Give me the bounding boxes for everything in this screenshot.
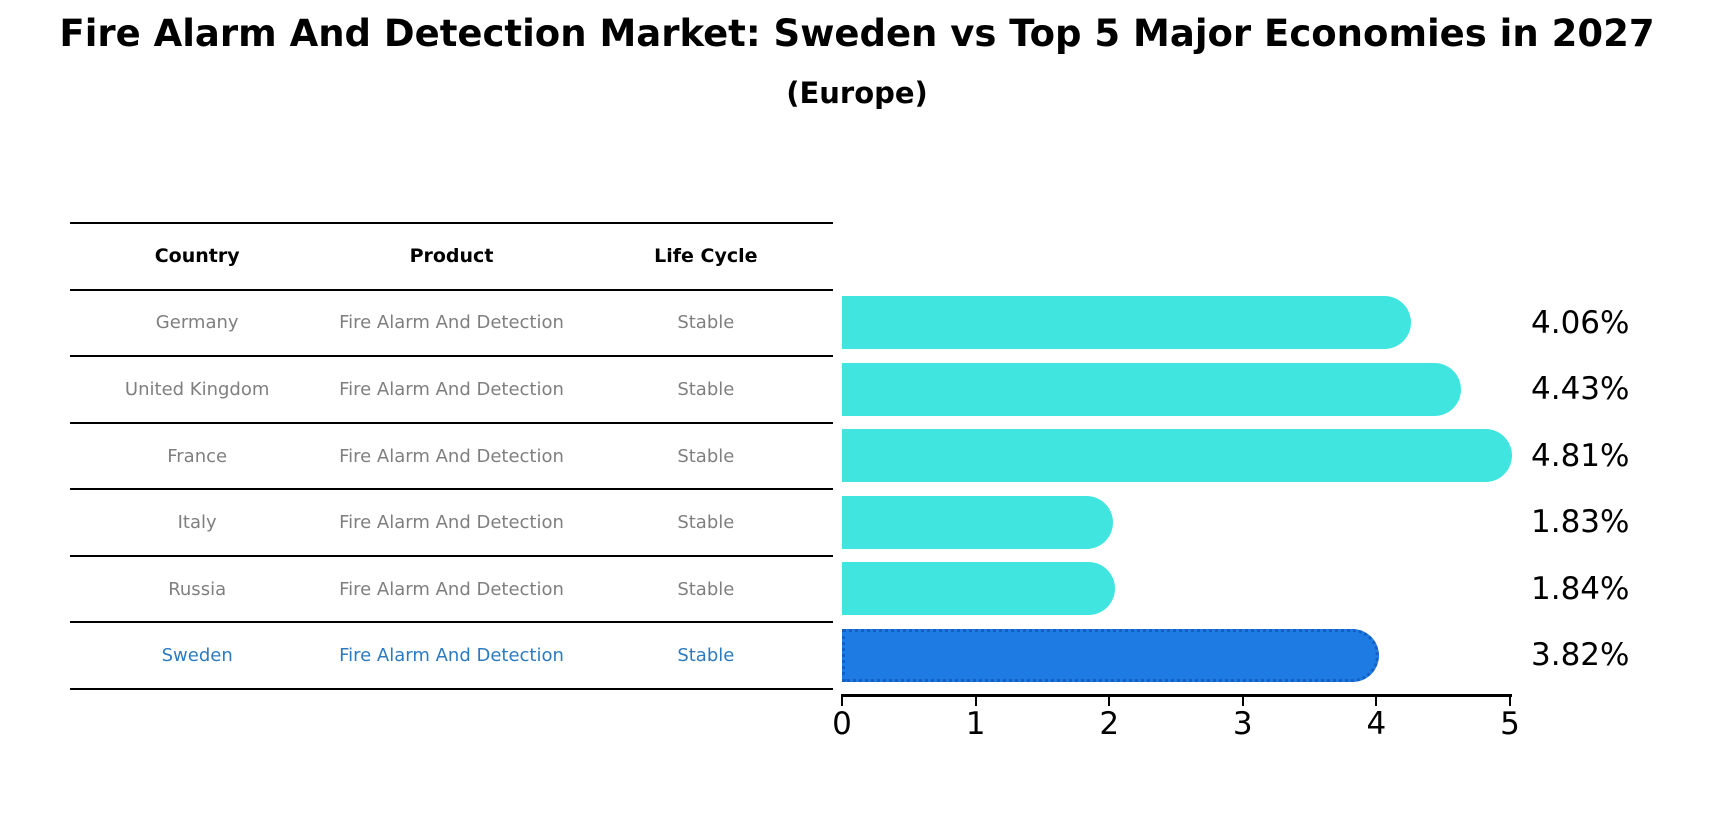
x-axis-tick-label: 2 [1099, 706, 1120, 742]
x-axis-tick [841, 697, 843, 706]
row-country-cell: France [167, 445, 228, 467]
header-cell-country: Country [154, 245, 240, 268]
row-lifecycle-cell: Stable [677, 578, 735, 600]
x-axis-tick-label: 0 [832, 706, 852, 742]
x-axis-tick [1108, 697, 1111, 706]
table-header-row: Country Product Life Cycle [70, 222, 833, 289]
page-title: Fire Alarm And Detection Market: Sweden … [59, 12, 1655, 55]
data-table: Country Product Life Cycle Germany Fire … [70, 222, 833, 690]
x-axis-tick [1241, 697, 1244, 706]
bar-united-kingdom [842, 362, 1461, 416]
table-row: France Fire Alarm And Detection Stable [70, 421, 833, 489]
table-row: Sweden Fire Alarm And Detection Stable [70, 621, 833, 688]
value-label: 4.06% [1531, 304, 1630, 341]
row-product-cell: Fire Alarm And Detection [339, 312, 564, 334]
bar-russia [842, 562, 1115, 615]
table-row: Russia Fire Alarm And Detection Stable [70, 554, 833, 622]
bar-france [842, 429, 1512, 482]
value-label: 4.43% [1531, 371, 1630, 407]
row-lifecycle-cell: Stable [677, 645, 735, 667]
row-product-cell: Fire Alarm And Detection [339, 645, 564, 667]
row-country-cell: Sweden [161, 645, 233, 667]
row-product-cell: Fire Alarm And Detection [339, 578, 564, 600]
table-row: Germany Fire Alarm And Detection Stable [70, 288, 833, 356]
table-row: United Kingdom Fire Alarm And Detection … [70, 355, 833, 422]
value-label: 4.81% [1531, 437, 1630, 474]
page-subtitle: (Europe) [786, 76, 928, 110]
row-lifecycle-cell: Stable [677, 378, 735, 400]
row-country-cell: Germany [155, 312, 239, 334]
x-axis-tick [1375, 697, 1378, 706]
bar-germany [842, 296, 1411, 349]
header-cell-product: Product [409, 245, 494, 268]
row-lifecycle-cell: Stable [677, 512, 735, 534]
x-axis-tick-label: 1 [965, 706, 986, 742]
bar-sweden [842, 628, 1379, 682]
row-product-cell: Fire Alarm And Detection [339, 445, 564, 467]
x-axis-tick-label: 3 [1232, 706, 1253, 742]
x-axis-line [841, 694, 1512, 697]
table-row: Italy Fire Alarm And Detection Stable [70, 488, 833, 555]
row-lifecycle-cell: Stable [677, 312, 735, 334]
row-lifecycle-cell: Stable [677, 445, 735, 467]
x-axis-tick-label: 5 [1500, 706, 1520, 742]
x-axis-tick [1509, 697, 1511, 706]
row-country-cell: Russia [168, 578, 227, 600]
bar-italy [842, 495, 1113, 549]
value-label: 1.84% [1531, 570, 1630, 607]
row-product-cell: Fire Alarm And Detection [339, 378, 564, 400]
row-country-cell: Italy [177, 512, 217, 534]
x-axis-tick [974, 697, 977, 706]
value-label: 3.82% [1531, 637, 1630, 673]
header-cell-lifecycle: Life Cycle [654, 245, 758, 268]
row-product-cell: Fire Alarm And Detection [339, 512, 564, 534]
x-axis-tick-label: 4 [1366, 706, 1387, 742]
row-country-cell: United Kingdom [124, 378, 270, 400]
value-label: 1.83% [1531, 504, 1630, 540]
